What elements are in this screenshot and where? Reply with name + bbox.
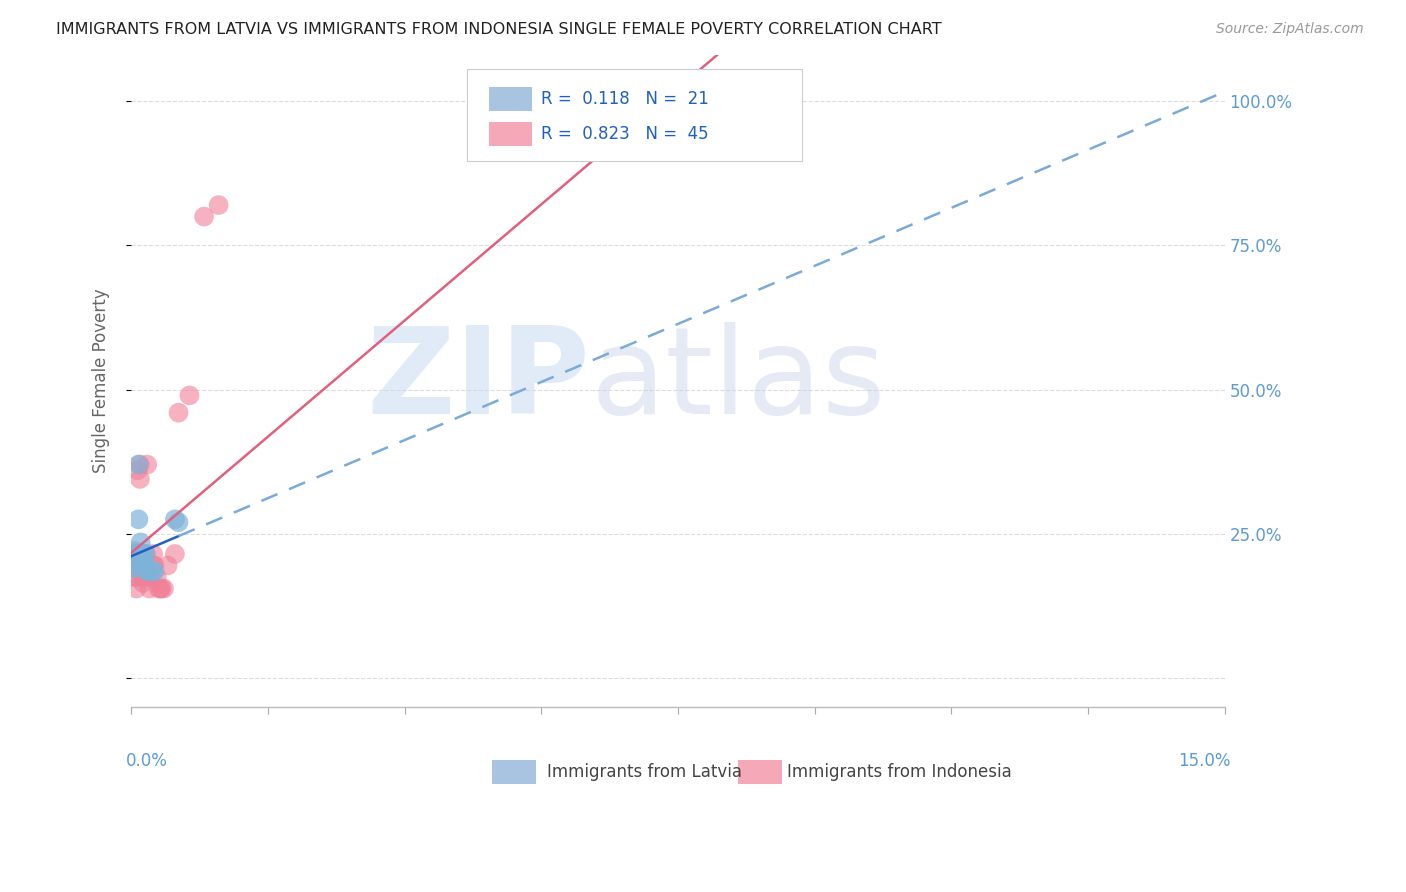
Point (179, 388, 201, 402)
Point (129, 556, 152, 570)
Point (135, 547, 157, 561)
Point (128, 547, 150, 561)
Text: Immigrants from Latvia: Immigrants from Latvia (547, 763, 742, 780)
Point (129, 472, 152, 486)
Point (125, 552, 148, 566)
Text: R =  0.118   N =  21: R = 0.118 N = 21 (541, 90, 709, 108)
Point (134, 558, 156, 573)
Point (129, 535, 152, 549)
Point (153, 582, 176, 596)
Point (138, 582, 160, 596)
Point (127, 458, 149, 472)
Point (128, 556, 150, 570)
Point (150, 582, 173, 596)
Point (122, 558, 145, 573)
Point (163, 512, 186, 526)
Point (134, 556, 156, 570)
Point (142, 558, 165, 573)
Point (125, 547, 148, 561)
Text: Immigrants from Indonesia: Immigrants from Indonesia (787, 763, 1012, 780)
Point (129, 458, 152, 472)
Point (127, 463, 149, 477)
Point (142, 564, 165, 578)
Point (122, 552, 145, 566)
Point (703, 88, 725, 103)
Point (208, 198, 231, 212)
Point (136, 564, 159, 578)
Point (143, 558, 166, 573)
Point (124, 547, 146, 561)
Point (136, 564, 159, 578)
Point (127, 512, 149, 526)
Point (122, 570, 145, 584)
FancyBboxPatch shape (467, 70, 801, 161)
Point (136, 458, 159, 472)
Point (167, 515, 190, 529)
Point (122, 556, 145, 570)
Point (167, 406, 190, 420)
Point (125, 558, 148, 573)
Point (131, 570, 153, 584)
Point (124, 558, 146, 573)
Point (127, 547, 149, 561)
FancyBboxPatch shape (489, 122, 533, 146)
Point (143, 564, 166, 578)
Point (124, 570, 146, 584)
Point (138, 570, 160, 584)
Point (149, 582, 172, 596)
Point (125, 582, 148, 596)
Point (129, 547, 152, 561)
Point (129, 547, 152, 561)
Y-axis label: Single Female Poverty: Single Female Poverty (93, 289, 110, 474)
Point (131, 558, 153, 573)
Text: atlas: atlas (591, 322, 886, 440)
Text: 0.0%: 0.0% (125, 752, 167, 771)
Point (666, 112, 689, 126)
Point (132, 575, 155, 590)
Point (124, 558, 146, 573)
Point (142, 547, 165, 561)
Text: IMMIGRANTS FROM LATVIA VS IMMIGRANTS FROM INDONESIA SINGLE FEMALE POVERTY CORREL: IMMIGRANTS FROM LATVIA VS IMMIGRANTS FRO… (56, 22, 942, 37)
Point (132, 549, 155, 564)
Point (131, 558, 153, 573)
Point (127, 547, 149, 561)
Point (163, 547, 186, 561)
Text: 15.0%: 15.0% (1178, 752, 1230, 771)
Point (134, 556, 156, 570)
Point (156, 558, 179, 573)
Point (135, 547, 157, 561)
FancyBboxPatch shape (489, 87, 533, 112)
Point (124, 547, 146, 561)
FancyBboxPatch shape (738, 760, 782, 784)
Text: Source: ZipAtlas.com: Source: ZipAtlas.com (1216, 22, 1364, 37)
Point (193, 210, 215, 224)
Text: R =  0.823   N =  45: R = 0.823 N = 45 (541, 125, 709, 143)
Point (148, 582, 170, 596)
FancyBboxPatch shape (492, 760, 536, 784)
Point (145, 570, 167, 584)
Point (131, 547, 153, 561)
Point (124, 544, 146, 558)
Point (135, 558, 157, 573)
Point (134, 570, 156, 584)
Text: ZIP: ZIP (367, 322, 591, 440)
Point (122, 561, 145, 575)
